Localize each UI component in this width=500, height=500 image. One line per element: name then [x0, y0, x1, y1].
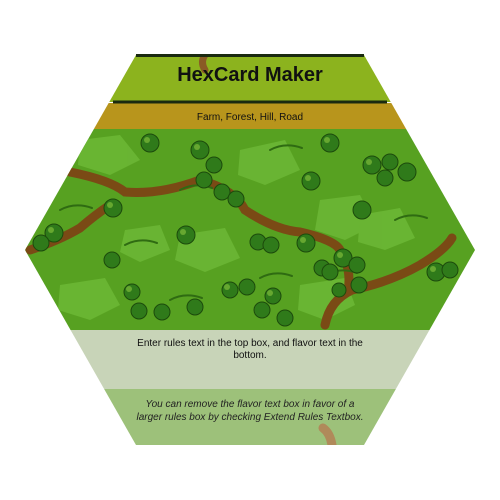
- rules-text: Enter rules text in the top box, and fla…: [137, 338, 363, 361]
- flavor-text: You can remove the flavor text box in fa…: [136, 399, 364, 423]
- rules-box: [25, 330, 475, 389]
- card-types: Farm, Forest, Hill, Road: [196, 112, 304, 123]
- card-title: HexCard Maker: [177, 64, 323, 86]
- card-art: [25, 55, 475, 330]
